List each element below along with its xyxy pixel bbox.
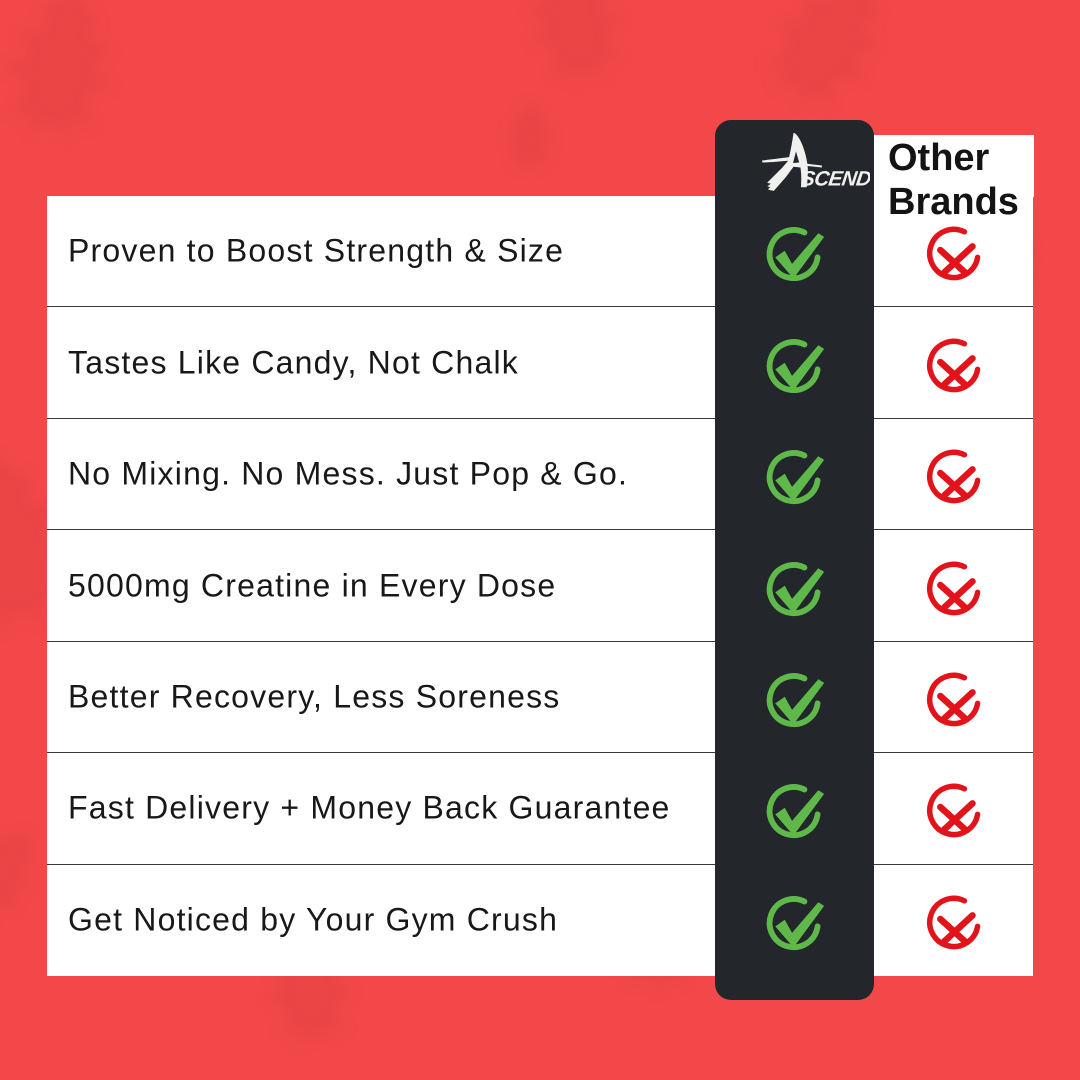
svg-text:SCEND: SCEND bbox=[800, 168, 870, 191]
